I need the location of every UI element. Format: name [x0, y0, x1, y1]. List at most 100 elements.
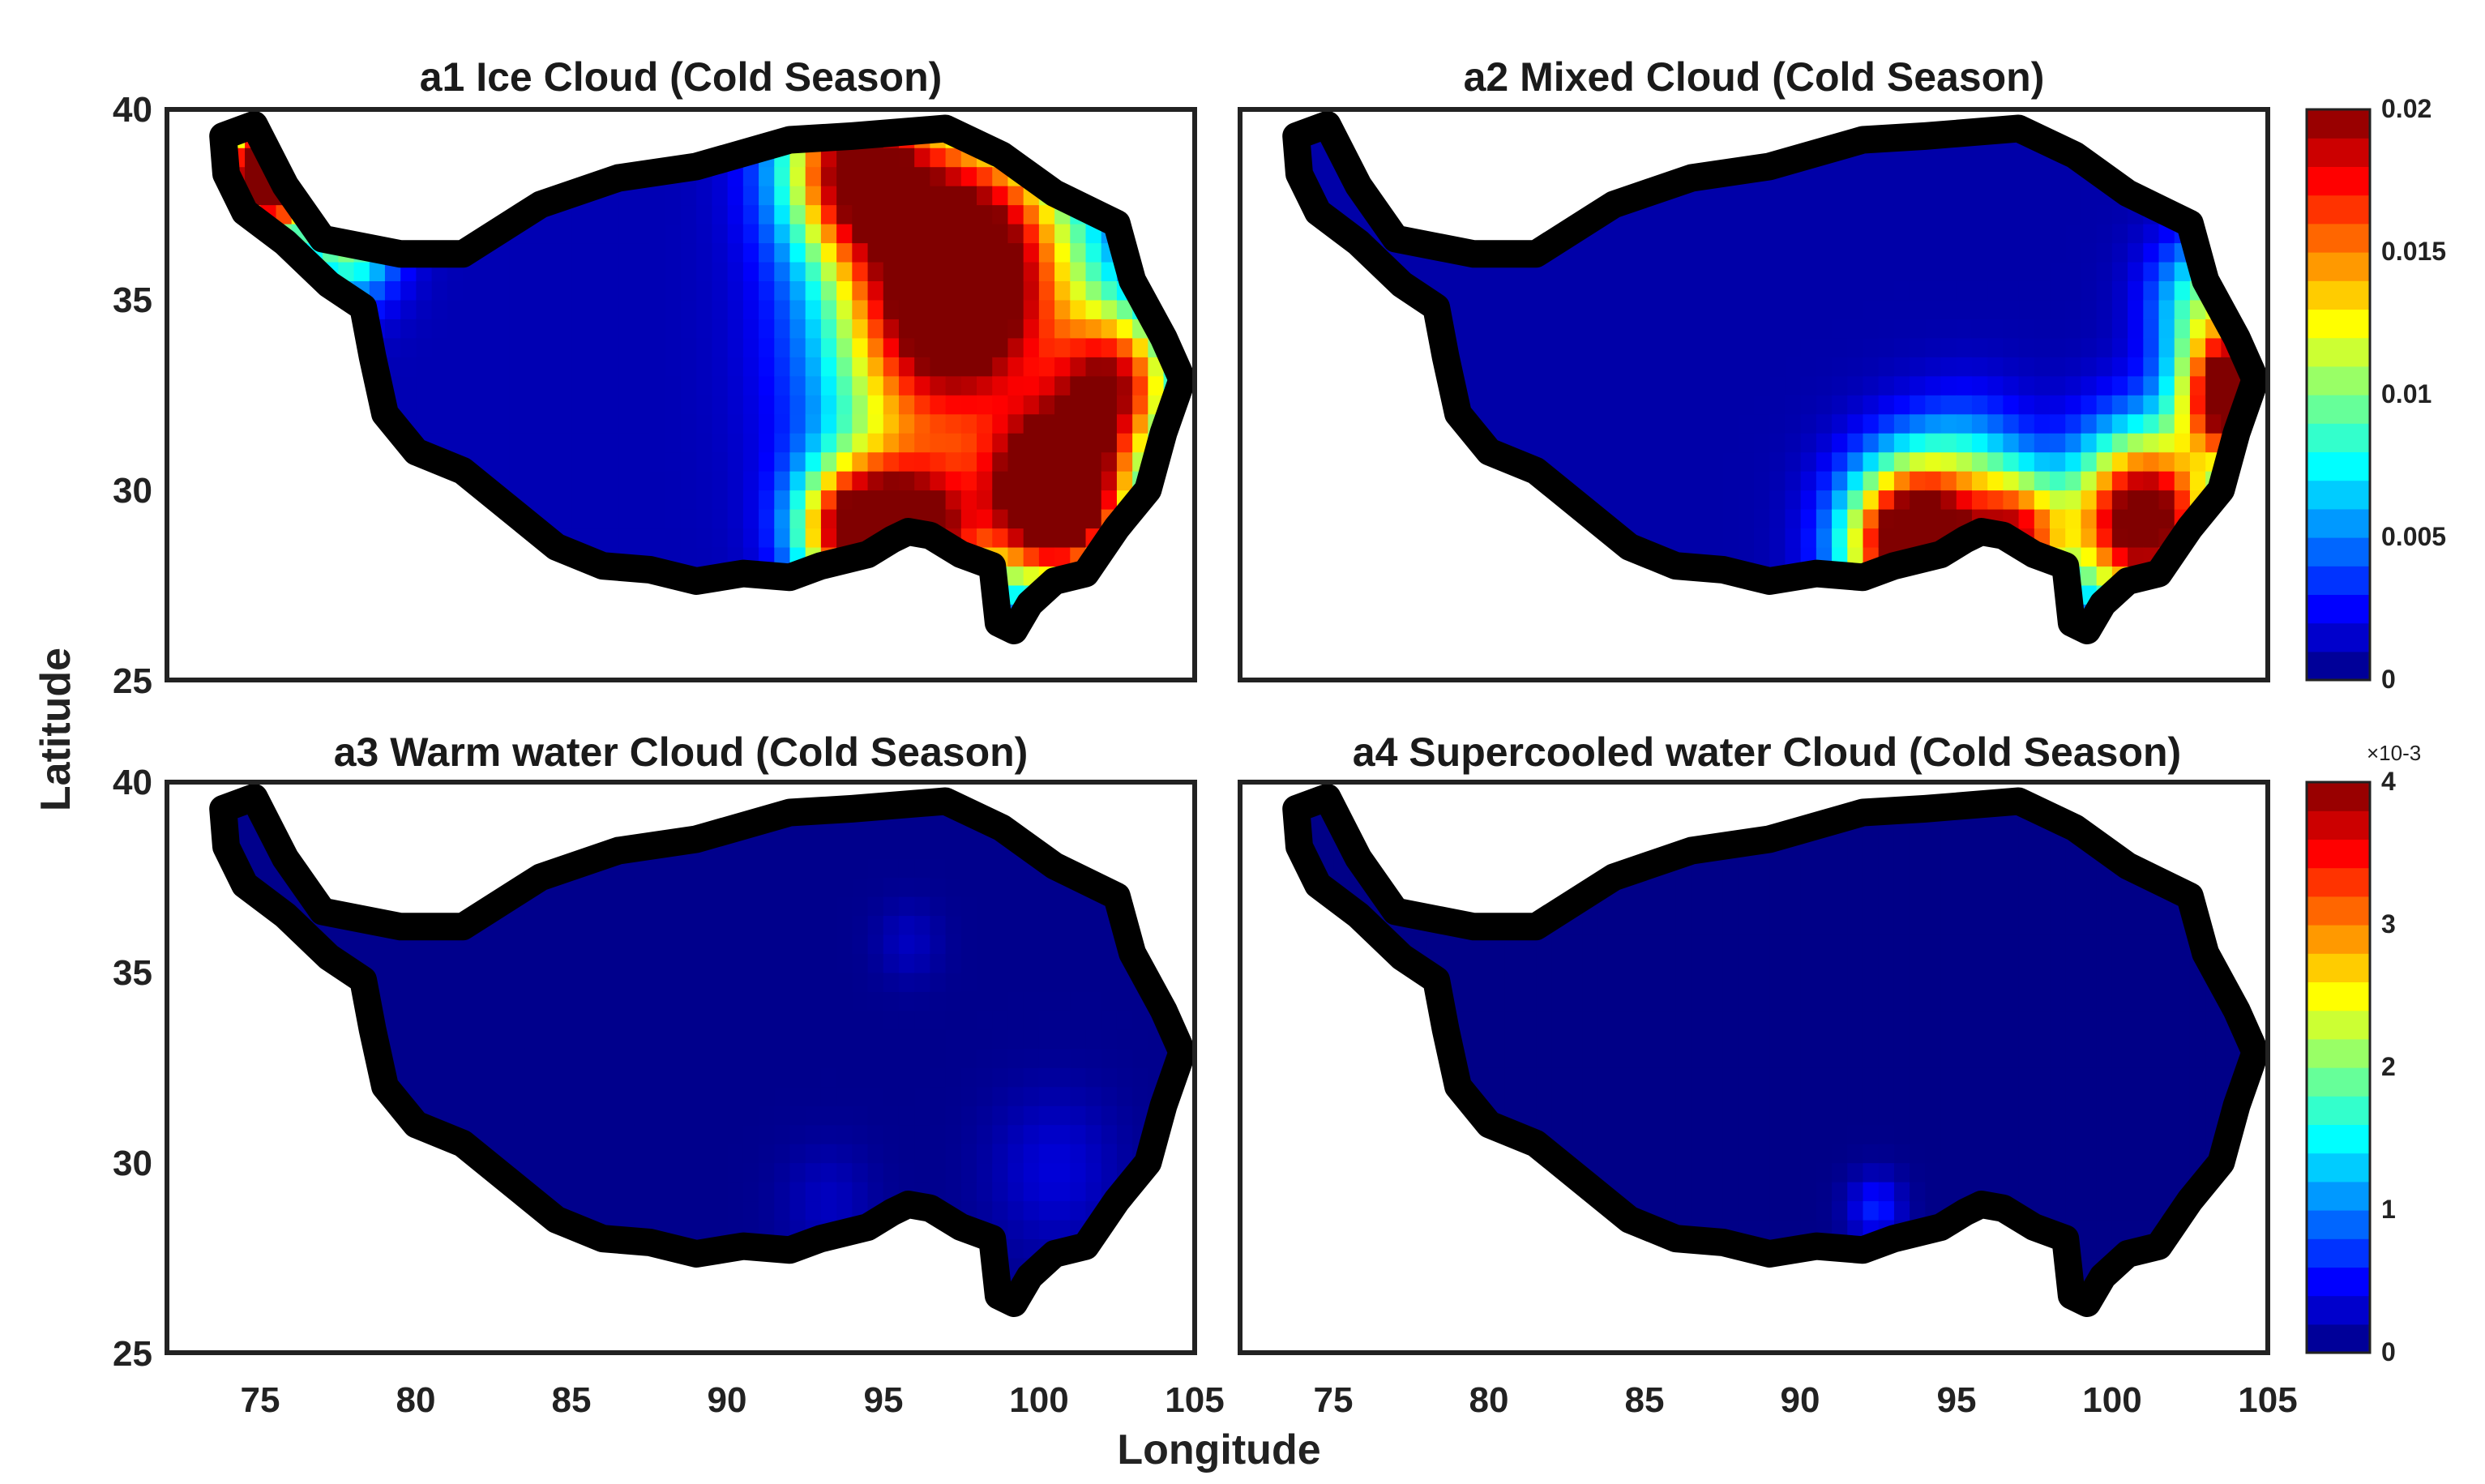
heatmap-cell — [665, 991, 682, 1011]
heatmap-cell — [696, 1067, 713, 1088]
heatmap-cell — [898, 1067, 915, 1088]
heatmap-cell — [945, 1181, 962, 1202]
heatmap-cell — [727, 1200, 744, 1221]
heatmap-cell — [1054, 375, 1071, 396]
colorbar-swatch — [2307, 839, 2370, 869]
heatmap-cell — [1738, 223, 1755, 244]
heatmap-cell — [665, 953, 682, 973]
heatmap-cell — [2189, 1067, 2206, 1088]
heatmap-cell — [2003, 395, 2020, 415]
heatmap-cell — [2128, 395, 2145, 415]
heatmap-cell — [541, 375, 558, 396]
heatmap-cell — [602, 451, 619, 472]
heatmap-cell — [681, 451, 698, 472]
heatmap-cell — [977, 1067, 994, 1088]
heatmap-cell — [618, 1143, 635, 1164]
heatmap-cell — [1785, 337, 1802, 357]
heatmap-cell — [883, 470, 900, 491]
heatmap-cell — [867, 1124, 884, 1144]
heatmap-cell — [1038, 528, 1055, 548]
heatmap-cell — [524, 337, 541, 357]
heatmap-cell — [1675, 1048, 1692, 1068]
heatmap-cell — [742, 299, 759, 319]
heatmap-cell — [1645, 934, 1662, 954]
heatmap-cell — [681, 915, 698, 935]
heatmap-cell — [1504, 1067, 1521, 1088]
heatmap-cell — [867, 877, 884, 897]
heatmap-cell — [400, 1048, 417, 1068]
heatmap-cell — [992, 357, 1009, 377]
heatmap-cell — [1660, 972, 1677, 992]
heatmap-cell — [945, 508, 962, 529]
heatmap-cell — [836, 915, 853, 935]
heatmap-cell — [400, 375, 417, 396]
heatmap-cell — [805, 877, 822, 897]
heatmap-cell — [2081, 337, 2098, 357]
heatmap-cell — [1878, 242, 1895, 263]
heatmap-cell — [1971, 1124, 1988, 1144]
heatmap-cell — [1645, 319, 1662, 339]
heatmap-cell — [2034, 934, 2051, 954]
heatmap-cell — [1629, 1124, 1646, 1144]
heatmap-cell — [742, 357, 759, 377]
heatmap-cell — [1520, 375, 1537, 396]
heatmap-cell — [1863, 451, 1880, 472]
heatmap-cell — [1738, 185, 1755, 206]
heatmap-cell — [1085, 953, 1102, 973]
heatmap-cell — [2050, 915, 2067, 935]
heatmap-cell — [1629, 451, 1646, 472]
heatmap-cell — [1925, 972, 1942, 992]
heatmap-cell — [1536, 280, 1553, 301]
heatmap-cell — [977, 1105, 994, 1126]
heatmap-cell — [1085, 934, 1102, 954]
heatmap-cell — [820, 1181, 837, 1202]
heatmap-cell — [1754, 413, 1771, 434]
heatmap-cell — [2158, 242, 2175, 263]
heatmap-cell — [1800, 337, 1817, 357]
heatmap-cell — [2143, 1143, 2160, 1164]
heatmap-cell — [1692, 1181, 1709, 1202]
heatmap-cell — [1987, 337, 2004, 357]
heatmap-cell — [1863, 223, 1880, 244]
heatmap-cell — [634, 877, 651, 897]
heatmap-cell — [2081, 1048, 2098, 1068]
heatmap-cell — [509, 451, 526, 472]
heatmap-cell — [2065, 375, 2082, 396]
heatmap-cell — [960, 915, 977, 935]
heatmap-cell — [2174, 451, 2191, 472]
heatmap-cell — [1863, 1162, 1880, 1182]
heatmap-cell — [2081, 1143, 2098, 1164]
heatmap-cell — [742, 490, 759, 510]
heatmap-cell — [820, 1124, 837, 1144]
heatmap-cell — [1940, 204, 1957, 225]
heatmap-cell — [1940, 1105, 1957, 1126]
heatmap-cell — [1940, 953, 1957, 973]
heatmap-cell — [1832, 1010, 1849, 1030]
heatmap-cell — [712, 1029, 729, 1050]
heatmap-cell — [1582, 261, 1599, 281]
heatmap-cell — [2096, 1200, 2113, 1221]
heatmap-cell — [789, 991, 806, 1011]
heatmap-cell — [2003, 877, 2020, 897]
heatmap-cell — [1816, 877, 1833, 897]
heatmap-cell — [494, 934, 511, 954]
heatmap-cell — [447, 1048, 464, 1068]
heatmap-cell — [524, 1086, 541, 1106]
heatmap-cell — [1614, 1086, 1631, 1106]
heatmap-cell — [400, 1067, 417, 1088]
heatmap-cell — [1971, 490, 1988, 510]
heatmap-cell — [1038, 357, 1055, 377]
heatmap-cell — [2221, 1048, 2238, 1068]
heatmap-cell — [602, 395, 619, 415]
heatmap-cell — [1707, 1086, 1724, 1106]
heatmap-cell — [587, 470, 604, 491]
heatmap-cell — [1738, 432, 1755, 453]
heatmap-cell — [1707, 490, 1724, 510]
heatmap-cell — [914, 1124, 931, 1144]
heatmap-cell — [2111, 508, 2128, 529]
heatmap-cell — [1940, 451, 1957, 472]
heatmap-cell — [2065, 1105, 2082, 1126]
heatmap-cell — [960, 934, 977, 954]
heatmap-cell — [2128, 432, 2145, 453]
heatmap-cell — [1722, 319, 1739, 339]
